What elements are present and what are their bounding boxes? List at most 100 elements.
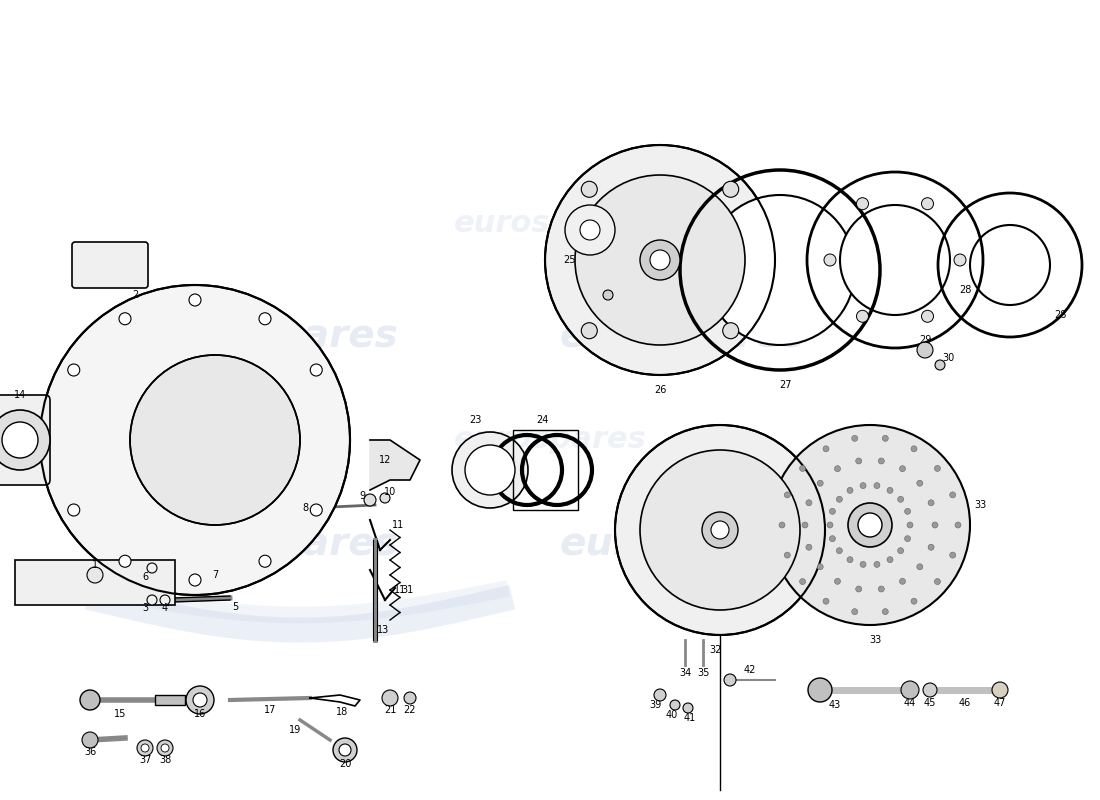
Circle shape — [817, 564, 823, 570]
Circle shape — [119, 313, 131, 325]
Text: 41: 41 — [684, 713, 696, 723]
Circle shape — [806, 500, 812, 506]
Circle shape — [898, 548, 903, 554]
Circle shape — [911, 598, 917, 604]
Polygon shape — [370, 440, 420, 490]
Text: eurospares: eurospares — [559, 317, 805, 355]
Text: 23: 23 — [469, 415, 481, 425]
Text: 10: 10 — [384, 487, 396, 497]
Circle shape — [878, 586, 884, 592]
Circle shape — [851, 435, 858, 442]
Text: 3: 3 — [142, 603, 148, 613]
Circle shape — [603, 290, 613, 300]
Circle shape — [705, 195, 855, 345]
Text: 11: 11 — [392, 520, 404, 530]
Circle shape — [922, 310, 934, 322]
Circle shape — [119, 555, 131, 567]
Text: eurospares: eurospares — [453, 426, 647, 454]
Circle shape — [654, 689, 666, 701]
Text: 20: 20 — [339, 759, 351, 769]
Circle shape — [857, 198, 869, 210]
Text: 35: 35 — [696, 668, 710, 678]
Circle shape — [770, 425, 970, 625]
Circle shape — [258, 555, 271, 567]
Circle shape — [900, 578, 905, 584]
Circle shape — [856, 586, 861, 592]
Circle shape — [364, 494, 376, 506]
Circle shape — [847, 487, 852, 494]
Text: 29: 29 — [918, 335, 932, 345]
Circle shape — [878, 458, 884, 464]
FancyBboxPatch shape — [15, 560, 175, 605]
Circle shape — [640, 450, 800, 610]
Circle shape — [932, 522, 938, 528]
Text: 30: 30 — [942, 353, 954, 363]
Circle shape — [802, 522, 808, 528]
Text: 33: 33 — [869, 635, 881, 645]
Circle shape — [935, 360, 945, 370]
Circle shape — [186, 686, 214, 714]
Circle shape — [882, 609, 889, 614]
Text: 19: 19 — [289, 725, 301, 735]
Circle shape — [840, 205, 950, 315]
Circle shape — [898, 496, 903, 502]
Circle shape — [581, 322, 597, 338]
Text: 43: 43 — [829, 700, 842, 710]
Text: 40: 40 — [666, 710, 678, 720]
Circle shape — [823, 598, 829, 604]
Circle shape — [138, 740, 153, 756]
FancyBboxPatch shape — [0, 395, 50, 485]
Circle shape — [928, 544, 934, 550]
Text: 38: 38 — [158, 755, 172, 765]
Text: 8: 8 — [301, 503, 308, 513]
Circle shape — [860, 482, 866, 489]
Circle shape — [723, 322, 739, 338]
Text: 16: 16 — [194, 709, 206, 719]
Circle shape — [147, 563, 157, 573]
Text: 45: 45 — [924, 698, 936, 708]
Circle shape — [724, 674, 736, 686]
Circle shape — [934, 578, 940, 585]
Text: 42: 42 — [744, 665, 756, 675]
Circle shape — [901, 681, 918, 699]
Circle shape — [784, 492, 790, 498]
Text: 24: 24 — [536, 415, 548, 425]
Text: 11: 11 — [394, 585, 406, 595]
Circle shape — [189, 574, 201, 586]
Circle shape — [258, 313, 271, 325]
Circle shape — [824, 254, 836, 266]
Circle shape — [806, 544, 812, 550]
Circle shape — [141, 744, 149, 752]
Circle shape — [683, 703, 693, 713]
Circle shape — [949, 492, 956, 498]
Bar — [513, 430, 578, 510]
Text: 9: 9 — [359, 491, 365, 501]
Circle shape — [544, 145, 776, 375]
Circle shape — [615, 425, 825, 635]
Circle shape — [80, 690, 100, 710]
Circle shape — [68, 504, 80, 516]
Circle shape — [723, 182, 739, 198]
Circle shape — [192, 693, 207, 707]
Text: 15: 15 — [113, 709, 127, 719]
Text: 27: 27 — [779, 380, 791, 390]
Circle shape — [711, 521, 729, 539]
Circle shape — [670, 700, 680, 710]
Circle shape — [2, 422, 39, 458]
Circle shape — [339, 744, 351, 756]
Circle shape — [848, 503, 892, 547]
Circle shape — [911, 446, 917, 452]
Circle shape — [835, 578, 840, 584]
Text: 12: 12 — [378, 455, 392, 465]
Ellipse shape — [565, 205, 615, 255]
Circle shape — [829, 536, 835, 542]
Text: 14: 14 — [14, 390, 26, 400]
Circle shape — [0, 410, 50, 470]
Circle shape — [160, 595, 170, 605]
Circle shape — [189, 294, 201, 306]
Text: 21: 21 — [384, 705, 396, 715]
Circle shape — [916, 480, 923, 486]
Circle shape — [851, 609, 858, 614]
Circle shape — [908, 522, 913, 528]
Circle shape — [916, 564, 923, 570]
